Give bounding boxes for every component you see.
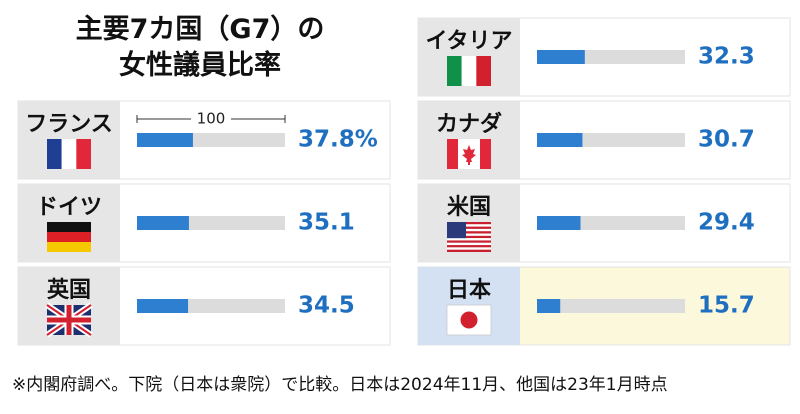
bar	[137, 216, 189, 230]
value-label: 37.8%	[298, 127, 378, 153]
flag	[447, 222, 491, 252]
flag-part	[447, 245, 491, 248]
flag-part	[447, 226, 491, 229]
flag-part	[47, 242, 91, 252]
flag-part	[447, 233, 491, 236]
flag-part	[447, 231, 491, 234]
bar	[137, 133, 193, 147]
flag-part	[447, 249, 491, 252]
flag-part	[447, 235, 491, 239]
flag-part	[447, 238, 491, 241]
bar	[537, 299, 561, 313]
flag	[47, 222, 91, 252]
category-label: フランス	[25, 112, 113, 137]
flag-part	[447, 242, 491, 246]
category-label: カナダ	[436, 111, 502, 137]
flag-part	[462, 145, 476, 165]
scale-label-bg	[191, 110, 231, 128]
flag-part	[476, 56, 491, 86]
bar	[537, 50, 585, 64]
category-label: 英国	[47, 278, 91, 303]
flag-part	[447, 56, 462, 86]
flag-part	[447, 240, 491, 243]
value-label: 35.1	[298, 210, 355, 236]
category-label: 日本	[447, 278, 491, 303]
bar	[537, 133, 583, 147]
chart-title: 主要7カ国（G7）の 女性議員比率	[75, 14, 325, 81]
flag-part	[480, 139, 491, 169]
flag-part	[47, 305, 91, 335]
flag-part	[461, 56, 477, 86]
flag-part	[447, 139, 458, 169]
flag	[447, 56, 491, 86]
flag-part	[447, 224, 491, 227]
footnote: ※内閣府調べ。下院（日本は衆院）で比較。日本は2024年11月、他国は23年1月…	[12, 375, 668, 395]
bar	[537, 216, 581, 230]
flag	[447, 139, 491, 169]
flag-part	[447, 222, 466, 239]
flag-part	[460, 311, 478, 329]
flag	[446, 304, 492, 336]
value-label: 30.7	[698, 127, 755, 153]
value-label: 29.4	[698, 210, 755, 236]
scale-label: 100	[197, 110, 226, 128]
bar-track	[537, 299, 685, 313]
value-label: 15.7	[698, 293, 755, 319]
flag-part	[47, 222, 91, 232]
flag-part	[61, 139, 77, 169]
value-label: 34.5	[298, 293, 355, 319]
flag-part	[47, 232, 91, 242]
flag-part	[447, 247, 491, 250]
value-label: 32.3	[698, 44, 755, 70]
bar	[137, 299, 189, 313]
category-label: イタリア	[425, 29, 512, 54]
flag-part	[47, 139, 62, 169]
flag-part	[76, 139, 91, 169]
flag	[47, 139, 91, 169]
category-label: ドイツ	[36, 195, 102, 220]
flag-part	[447, 222, 491, 225]
category-label: 米国	[447, 195, 491, 220]
flag-part	[447, 228, 491, 232]
flag	[45, 302, 93, 338]
